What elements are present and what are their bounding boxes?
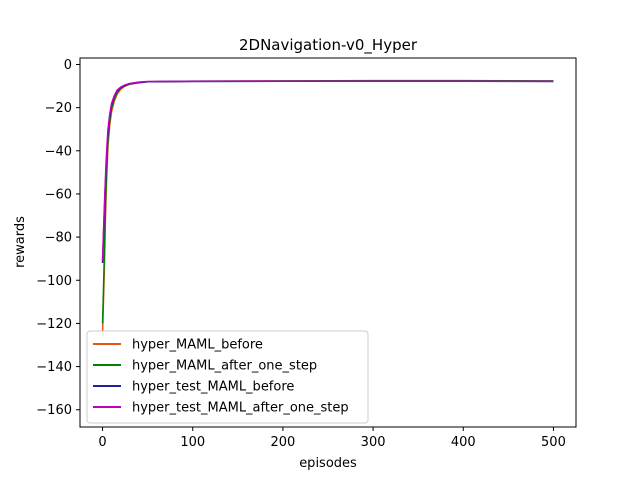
y-tick-label: −160 — [36, 403, 72, 418]
legend-box — [86, 330, 369, 424]
legend-label-0: hyper_MAML_before — [132, 338, 263, 353]
y-tick-label: −100 — [36, 274, 72, 289]
y-tick-label: 0 — [64, 58, 72, 73]
x-tick-label: 200 — [270, 435, 295, 450]
y-tick-label: −140 — [36, 360, 72, 375]
x-tick-label: 100 — [180, 435, 205, 450]
x-tick-label: 500 — [541, 435, 566, 450]
x-axis-label: episodes — [299, 456, 357, 471]
plot-area: 0 100 200 300 400 500 0 −20 −40 −60 −80 −100 −120 −14… — [36, 57, 577, 450]
y-tick-label: −120 — [36, 317, 72, 332]
legend-label-2: hyper_test_MAML_before — [132, 380, 294, 395]
y-tick-label: −20 — [45, 101, 72, 116]
x-tick-label: 0 — [98, 435, 106, 450]
y-tick-label: −40 — [45, 144, 72, 159]
y-tick-label: −80 — [45, 231, 72, 246]
y-axis-label: rewards — [13, 216, 28, 268]
legend-label-1: hyper_MAML_after_one_step — [132, 359, 317, 374]
legend-label-3: hyper_test_MAML_after_one_step — [132, 401, 349, 416]
chart-title: 2DNavigation-v0_Hyper — [239, 36, 418, 55]
x-tick-label: 400 — [451, 435, 476, 450]
series-line-3 — [101, 80, 554, 261]
x-tick-label: 300 — [361, 435, 386, 450]
y-tick-label: −60 — [45, 187, 72, 202]
legend: hyper_MAML_before hyper_MAML_after_one_st… — [86, 330, 369, 424]
plot-frame — [79, 57, 577, 428]
